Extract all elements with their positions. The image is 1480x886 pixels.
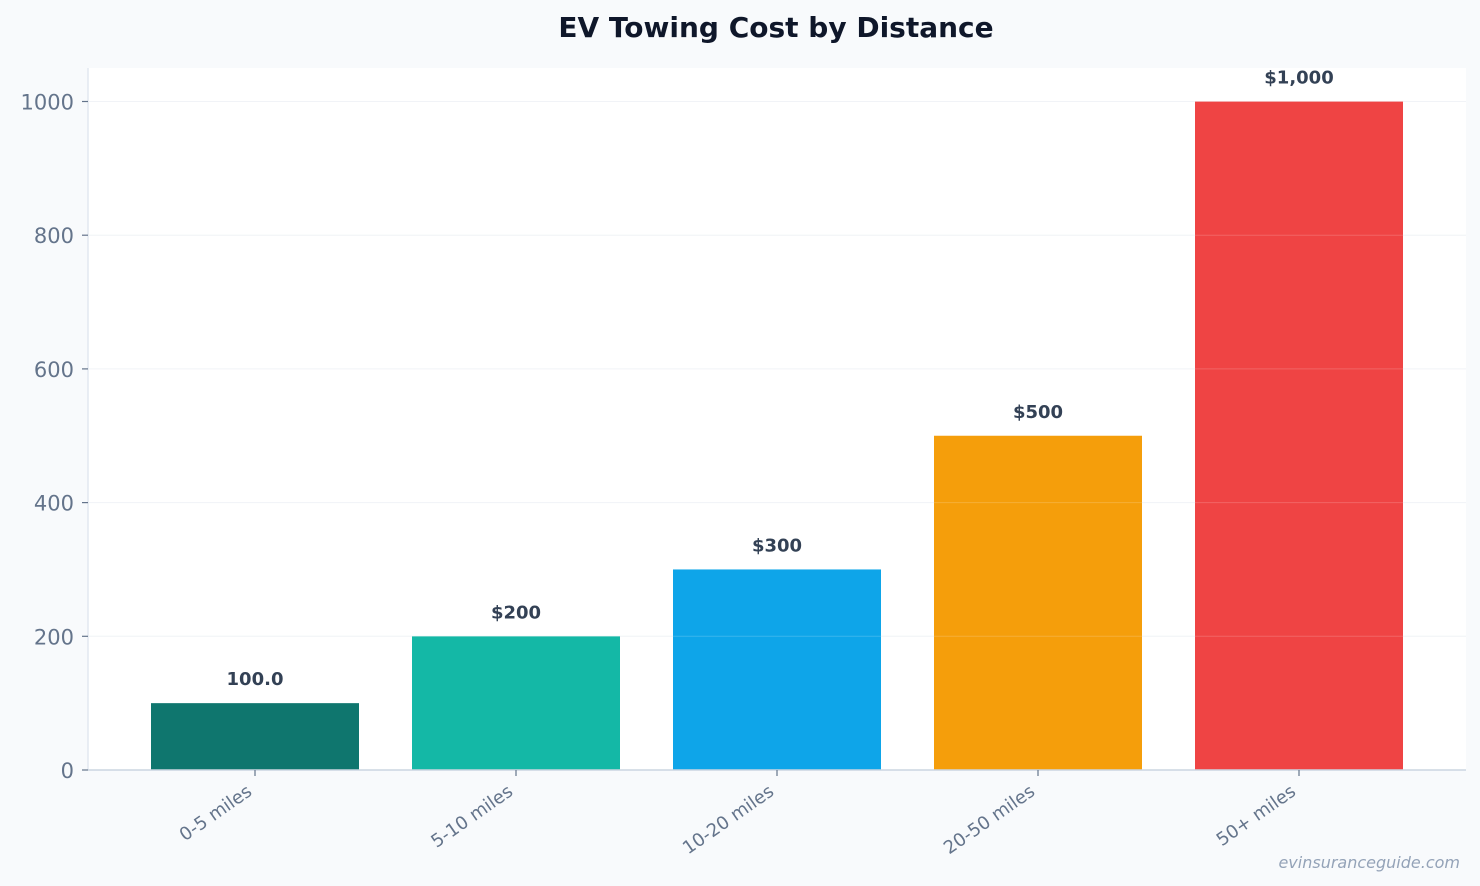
y-ticks: 0 200 400 600 800 1000 — [21, 91, 88, 783]
data-labels: 100.0 $200 $300 $500 $1,000 — [88, 68, 1466, 690]
y-tick-label: 200 — [34, 625, 74, 649]
bar-5-10-miles — [412, 636, 620, 770]
data-label: $200 — [491, 602, 541, 623]
y-tick-label: 400 — [34, 492, 74, 516]
data-label: 100.0 — [227, 669, 284, 690]
chart-title: EV Towing Cost by Distance — [558, 11, 993, 44]
bars — [151, 101, 1403, 770]
watermark-text: evinsuranceguide.com — [1278, 853, 1460, 872]
y-tick-label: 0 — [61, 759, 74, 783]
data-label: $300 — [752, 535, 802, 556]
bar-20-50-miles — [934, 435, 1142, 770]
bar-10-20-miles — [673, 569, 881, 770]
y-tick-label: 800 — [34, 224, 74, 248]
y-tick-label: 1000 — [21, 91, 74, 115]
bar-0-5-miles — [151, 703, 359, 770]
y-tick-label: 600 — [34, 358, 74, 382]
bar-50-miles — [1195, 101, 1403, 770]
data-label: $500 — [1013, 402, 1063, 423]
data-label: $1,000 — [1264, 68, 1333, 89]
